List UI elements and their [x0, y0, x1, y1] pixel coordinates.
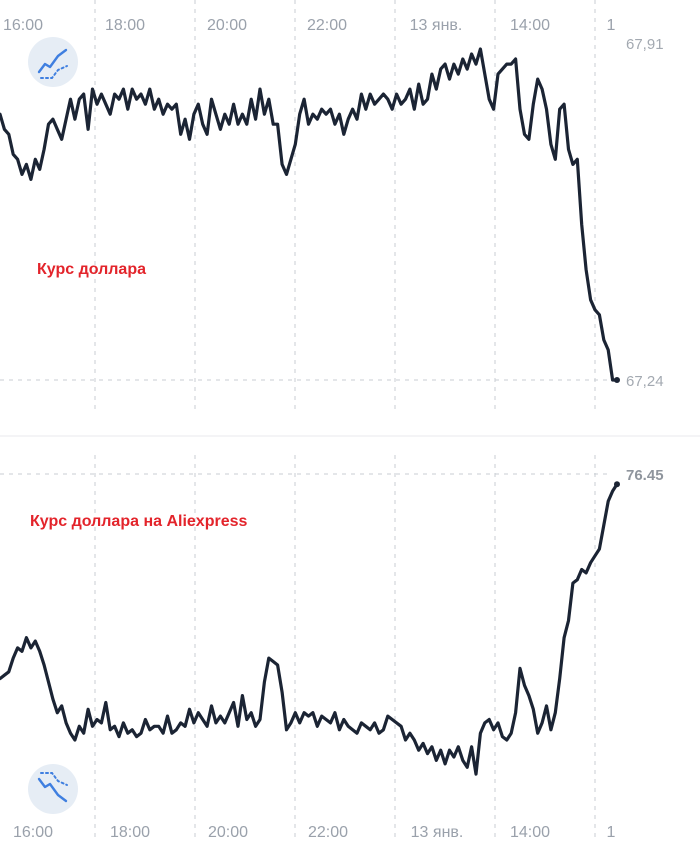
x-tick-label: 16:00: [3, 17, 43, 34]
x-tick-label: 13 янв.: [410, 17, 463, 34]
x-tick-label: 1: [607, 824, 616, 841]
series-line-usd-rate-aliexpress: [0, 482, 619, 776]
series-line-usd-rate: [0, 47, 619, 382]
series-end-point: [614, 377, 620, 383]
x-tick-label: 18:00: [110, 824, 150, 841]
series-end-point: [614, 481, 620, 488]
icon-dashed-line: [40, 772, 68, 786]
x-tick-label: 22:00: [307, 17, 347, 34]
x-tick-label: 14:00: [510, 824, 550, 841]
x-tick-label: 20:00: [208, 824, 248, 841]
chart-panel-usd-rate-aliexpress: 16:00 18:00 20:00 22:00 13 янв. 14:00 1 76.45 Ку…: [0, 455, 664, 841]
x-tick-label: 18:00: [105, 17, 145, 34]
trend-up-icon: [28, 37, 78, 87]
x-tick-label: 1: [607, 17, 616, 34]
y-label-high: 76.45: [626, 467, 664, 484]
x-tick-label: 14:00: [510, 17, 550, 34]
annotation-text: Курс доллара на Aliexpress: [30, 513, 247, 530]
icon-dashed-line: [40, 65, 68, 79]
icon-line: [37, 48, 68, 74]
x-tick-label: 16:00: [13, 824, 53, 841]
trend-down-icon: [28, 764, 78, 814]
x-tick-label: 22:00: [308, 824, 348, 841]
y-label-low: 67,24: [626, 373, 664, 390]
annotation-text: Курс доллара: [37, 261, 146, 278]
icon-line: [37, 777, 68, 803]
chart-panel-usd-rate: 16:00 18:00 20:00 22:00 13 янв. 14:00 1 67,91 67…: [0, 0, 664, 413]
x-tick-label: 13 янв.: [411, 824, 464, 841]
y-label-high: 67,91: [626, 36, 664, 53]
x-tick-label: 20:00: [207, 17, 247, 34]
